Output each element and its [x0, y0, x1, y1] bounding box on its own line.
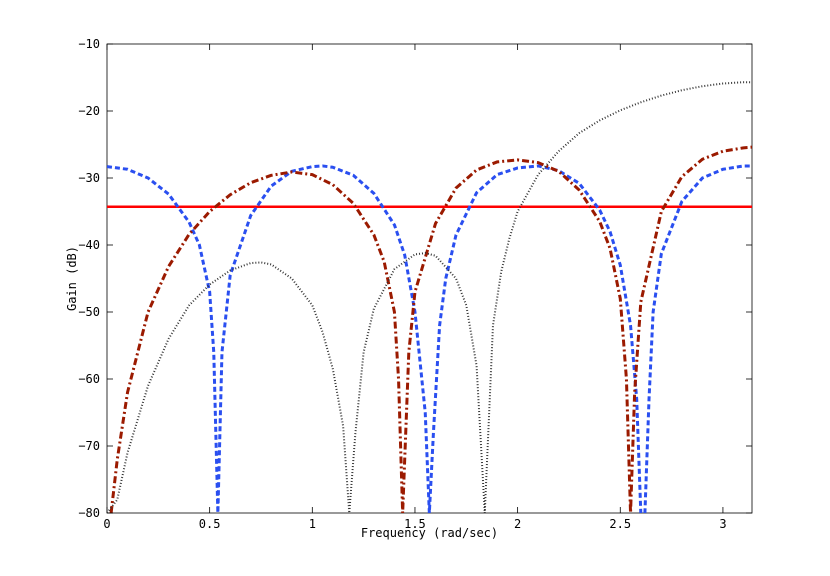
- y-tick-label: −30: [78, 171, 100, 185]
- y-axis-label: Gain (dB): [65, 246, 79, 311]
- x-tick-label: 1.5: [404, 517, 426, 531]
- x-axis-label: Frequency (rad/sec): [361, 526, 498, 540]
- plot-area: [106, 43, 753, 514]
- x-tick-label: 1: [309, 517, 316, 531]
- y-tick-label: −10: [78, 37, 100, 51]
- y-tick-label: −40: [78, 238, 100, 252]
- x-tick-label: 2.5: [609, 517, 631, 531]
- x-tick-label: 0.5: [199, 517, 221, 531]
- x-tick-label: 0: [103, 517, 110, 531]
- x-tick-label: 3: [719, 517, 726, 531]
- y-tick-label: −60: [78, 372, 100, 386]
- series-line-dashdot: [109, 145, 752, 513]
- y-tick-label: −20: [78, 104, 100, 118]
- x-tick-label: 2: [514, 517, 521, 531]
- y-tick-label: −80: [78, 506, 100, 520]
- y-tick-label: −50: [78, 305, 100, 319]
- y-tick-label: −70: [78, 439, 100, 453]
